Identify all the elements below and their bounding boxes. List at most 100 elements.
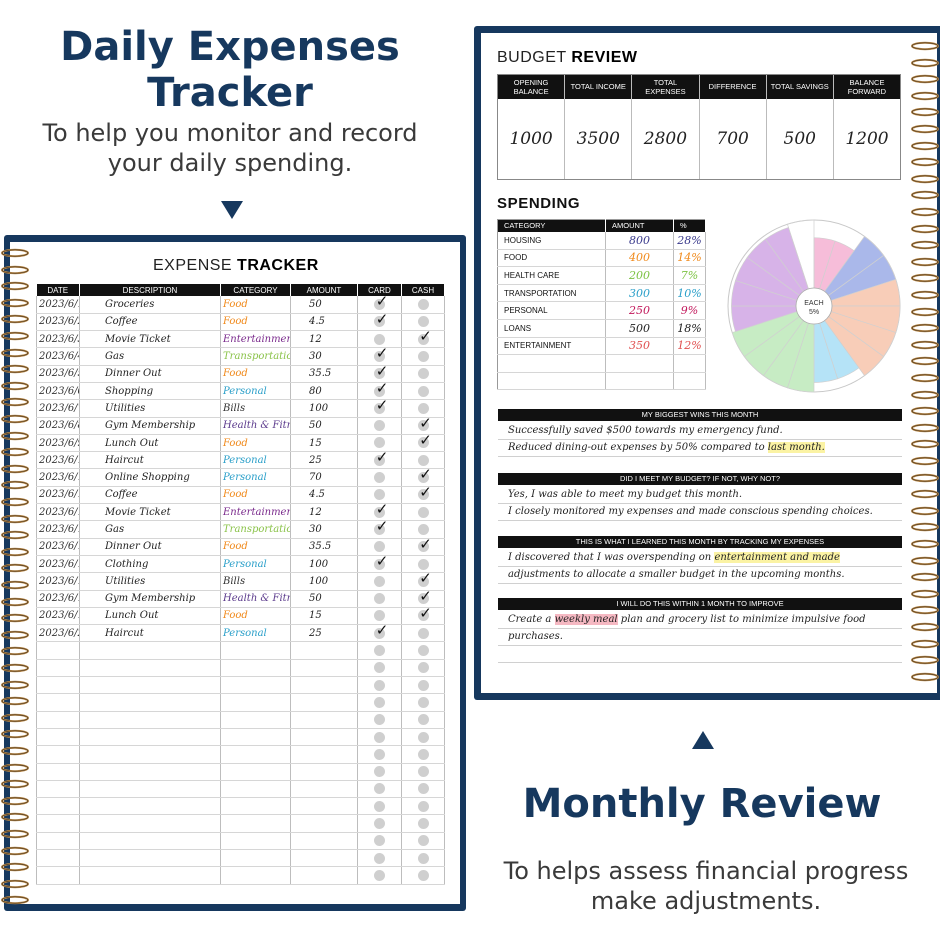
cash-cell[interactable] xyxy=(401,832,445,851)
empty-cell[interactable] xyxy=(79,814,221,833)
empty-cell[interactable] xyxy=(36,659,80,678)
checkbox-circle[interactable] xyxy=(417,298,429,310)
empty-cell[interactable] xyxy=(220,745,291,764)
checkbox-circle[interactable] xyxy=(374,852,385,864)
empty-cell[interactable] xyxy=(220,763,291,781)
checkbox-circle[interactable] xyxy=(374,454,385,466)
cash-cell[interactable] xyxy=(401,296,445,314)
checkbox-circle[interactable] xyxy=(374,696,385,708)
card-cell[interactable] xyxy=(357,607,402,626)
checkbox-circle[interactable] xyxy=(417,817,429,829)
cash-cell[interactable] xyxy=(401,503,445,522)
spending-percent[interactable]: 12% xyxy=(673,337,706,356)
checkbox-circle[interactable] xyxy=(417,420,429,432)
checkbox-circle[interactable] xyxy=(417,575,429,587)
card-cell[interactable] xyxy=(357,728,402,747)
empty-cell[interactable] xyxy=(36,780,80,799)
card-cell[interactable] xyxy=(357,797,402,816)
cash-cell[interactable] xyxy=(401,693,445,712)
empty-cell[interactable] xyxy=(220,849,291,868)
cash-cell[interactable] xyxy=(401,866,445,885)
checkbox-circle[interactable] xyxy=(374,731,385,743)
checkbox-circle[interactable] xyxy=(417,783,429,795)
cash-cell[interactable] xyxy=(401,814,445,833)
empty-cell[interactable] xyxy=(79,866,221,885)
cash-cell[interactable]: ✓ xyxy=(401,538,445,556)
empty-cell[interactable] xyxy=(36,641,80,660)
spending-percent[interactable]: 9% xyxy=(673,301,706,320)
empty-cell[interactable] xyxy=(220,728,291,747)
empty-cell[interactable] xyxy=(79,797,221,816)
empty-cell[interactable] xyxy=(79,693,221,712)
checkbox-circle[interactable] xyxy=(417,385,429,397)
reflection-line[interactable]: I closely monitored my expenses and made… xyxy=(498,504,902,521)
empty-cell[interactable] xyxy=(290,849,358,868)
cash-cell[interactable] xyxy=(401,555,445,574)
budget-item-value[interactable]: 700 xyxy=(716,129,749,149)
spending-percent[interactable]: 14% xyxy=(673,249,706,268)
checkbox-circle[interactable] xyxy=(374,506,385,518)
cash-cell[interactable] xyxy=(401,849,445,868)
reflection-line[interactable]: adjustments to allocate a smaller budget… xyxy=(498,567,902,584)
checkbox-circle[interactable] xyxy=(374,679,385,691)
empty-cell[interactable] xyxy=(220,814,291,833)
checkbox-circle[interactable] xyxy=(374,333,385,345)
cash-cell[interactable] xyxy=(401,520,445,539)
checkbox-circle[interactable] xyxy=(374,298,385,310)
budget-item-value[interactable]: 1000 xyxy=(509,129,553,149)
checkbox-circle[interactable] xyxy=(374,558,385,570)
checkbox-circle[interactable] xyxy=(374,593,385,605)
checkbox-circle[interactable] xyxy=(374,420,385,432)
card-cell[interactable]: ✓ xyxy=(357,399,402,418)
checkbox-circle[interactable] xyxy=(417,402,429,414)
checkbox-circle[interactable] xyxy=(417,472,429,484)
card-cell[interactable] xyxy=(357,711,402,729)
empty-cell[interactable] xyxy=(290,814,358,833)
card-cell[interactable]: ✓ xyxy=(357,382,402,401)
budget-item-value[interactable]: 500 xyxy=(783,129,816,149)
card-cell[interactable] xyxy=(357,538,402,556)
card-cell[interactable] xyxy=(357,832,402,851)
card-cell[interactable]: ✓ xyxy=(357,503,402,522)
checkbox-circle[interactable] xyxy=(374,800,385,812)
cash-cell[interactable]: ✓ xyxy=(401,417,445,435)
checkbox-circle[interactable] xyxy=(374,766,385,778)
checkbox-circle[interactable] xyxy=(374,627,385,639)
card-cell[interactable] xyxy=(357,572,402,591)
empty-cell[interactable] xyxy=(290,780,358,799)
cash-cell[interactable] xyxy=(401,763,445,781)
checkbox-circle[interactable] xyxy=(374,835,385,847)
cash-cell[interactable] xyxy=(401,382,445,401)
checkbox-circle[interactable] xyxy=(417,558,429,570)
card-cell[interactable] xyxy=(357,763,402,781)
spending-percent[interactable]: 7% xyxy=(673,266,706,285)
checkbox-circle[interactable] xyxy=(417,800,429,812)
spending-amount[interactable]: 800 xyxy=(605,231,674,250)
reflection-line[interactable] xyxy=(498,646,902,663)
checkbox-circle[interactable] xyxy=(374,575,385,587)
checkbox-circle[interactable] xyxy=(417,333,429,345)
checkbox-circle[interactable] xyxy=(417,368,429,380)
checkbox-circle[interactable] xyxy=(374,316,385,328)
empty-cell[interactable] xyxy=(36,763,80,781)
card-cell[interactable] xyxy=(357,434,402,453)
checkbox-circle[interactable] xyxy=(417,627,429,639)
spending-percent[interactable]: 10% xyxy=(673,284,706,303)
checkbox-circle[interactable] xyxy=(417,506,429,518)
card-cell[interactable]: ✓ xyxy=(357,451,402,470)
empty-cell[interactable] xyxy=(290,711,358,729)
empty-cell[interactable] xyxy=(79,711,221,729)
cash-cell[interactable]: ✓ xyxy=(401,434,445,453)
cash-cell[interactable] xyxy=(401,399,445,418)
cash-cell[interactable] xyxy=(401,451,445,470)
card-cell[interactable]: ✓ xyxy=(357,555,402,574)
card-cell[interactable] xyxy=(357,849,402,868)
spending-percent[interactable]: 28% xyxy=(673,231,706,250)
card-cell[interactable] xyxy=(357,486,402,505)
empty-cell[interactable] xyxy=(36,814,80,833)
checkbox-circle[interactable] xyxy=(417,731,429,743)
checkbox-circle[interactable] xyxy=(374,662,385,674)
empty-cell[interactable] xyxy=(497,354,606,373)
empty-cell[interactable] xyxy=(290,832,358,851)
empty-cell[interactable] xyxy=(79,659,221,678)
